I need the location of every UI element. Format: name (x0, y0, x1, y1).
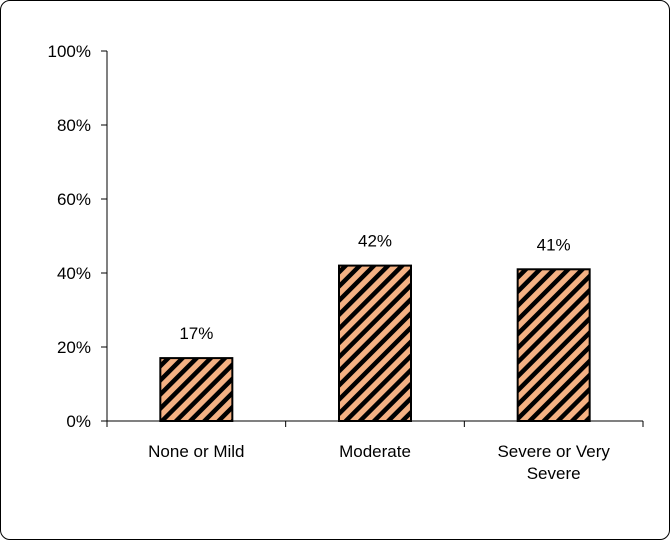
y-tick-label: 80% (57, 116, 91, 135)
y-tick-label: 0% (66, 412, 91, 431)
data-label: 17% (179, 324, 213, 343)
x-category-label: Moderate (339, 442, 411, 461)
bar (516, 268, 591, 422)
y-tick-label: 100% (48, 42, 91, 61)
bars (159, 264, 591, 423)
x-category-label: Severe or Very (497, 442, 610, 461)
axes: 0% 20% 40% 60% 80% 100% None or Mild Moderate Se… (48, 42, 644, 483)
x-category-label: None or Mild (148, 442, 244, 461)
data-label: 41% (537, 235, 571, 254)
bar (338, 264, 412, 422)
data-labels: 17% 42% 41% (179, 232, 570, 344)
bar (159, 357, 234, 423)
x-category-label: Severe (527, 464, 581, 483)
y-tick-label: 60% (57, 190, 91, 209)
data-label: 42% (358, 232, 392, 251)
y-tick-label: 20% (57, 338, 91, 357)
y-tick-label: 40% (57, 264, 91, 283)
